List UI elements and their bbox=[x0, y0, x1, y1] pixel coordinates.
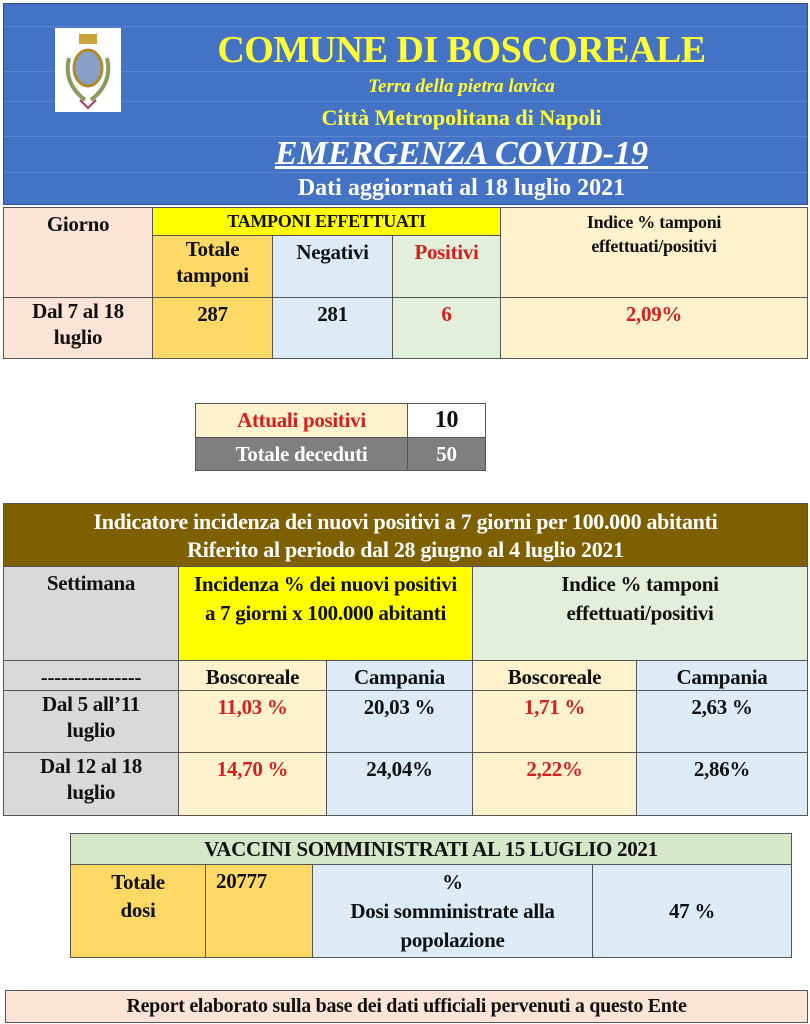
col-settimana-header: Settimana bbox=[3, 566, 179, 661]
tamponi-group-header: TAMPONI EFFETTUATI bbox=[152, 207, 501, 236]
week-1-boscoreale-incidenza: 11,03 % bbox=[178, 690, 327, 753]
updated-date: Dati aggiornati al 18 luglio 2021 bbox=[297, 175, 626, 201]
week-1-boscoreale-indice: 1,71 % bbox=[472, 690, 637, 753]
week-2-campania-indice: 2,86% bbox=[636, 752, 808, 816]
motto: Terra della pietra lavica bbox=[368, 76, 555, 97]
row-totale: 287 bbox=[152, 297, 273, 359]
week-1-campania-indice: 2,63 % bbox=[636, 690, 808, 753]
sub-boscoreale-indice: Boscoreale bbox=[472, 660, 637, 691]
vaccini-perc-value: 47 % bbox=[592, 864, 792, 958]
page-title: COMUNE DI BOSCOREALE bbox=[217, 29, 706, 71]
row-negativi: 281 bbox=[272, 297, 393, 359]
sub-campania-incidenza: Campania bbox=[326, 660, 473, 691]
emergency-title: EMERGENZA COVID-19 bbox=[60, 135, 810, 173]
attuali-positivi-value: 10 bbox=[407, 403, 486, 438]
col-incidenza-header: Incidenza % dei nuovi positivi a 7 giorn… bbox=[178, 566, 473, 661]
week-2-boscoreale-indice: 2,22% bbox=[472, 752, 637, 816]
footer-note: Report elaborato sulla base dei dati uff… bbox=[5, 990, 808, 1023]
row-positivi: 6 bbox=[392, 297, 501, 359]
coat-of-arms-logo bbox=[55, 28, 121, 112]
incidenza-title-line1: Indicatore incidenza dei nuovi positivi … bbox=[93, 509, 718, 534]
totale-deceduti-label: Totale deceduti bbox=[195, 437, 408, 471]
row-giorno: Dal 7 al 18 luglio bbox=[3, 297, 153, 359]
totale-deceduti-value: 50 bbox=[407, 437, 486, 471]
col-indice-header: Indice % tamponi effettuati/positivi bbox=[500, 207, 808, 298]
week-1-label: Dal 5 all’11 luglio bbox=[3, 690, 179, 753]
perc-description: Dosi somministrate alla popolazione bbox=[350, 899, 555, 952]
sub-dash: --------------- bbox=[3, 660, 179, 691]
vaccini-totale-label: Totale dosi bbox=[70, 864, 206, 958]
col-negativi-header: Negativi bbox=[272, 235, 393, 298]
week-2-label: Dal 12 al 18 luglio bbox=[3, 752, 179, 816]
week-2-campania-incidenza: 24,04% bbox=[326, 752, 473, 816]
vaccini-totale-value: 20777 bbox=[205, 864, 313, 958]
sub-campania-indice: Campania bbox=[636, 660, 808, 691]
week-1-campania-incidenza: 20,03 % bbox=[326, 690, 473, 753]
perc-symbol: % bbox=[442, 870, 463, 894]
emergency-text: EMERGENZA COVID-19 bbox=[274, 135, 649, 172]
vaccini-perc-label: % Dosi somministrate alla popolazione bbox=[312, 864, 593, 958]
col-positivi-header: Positivi bbox=[392, 235, 501, 298]
col-giorno-header: Giorno bbox=[3, 207, 153, 298]
col-totale-header: Totale tamponi bbox=[152, 235, 273, 298]
col-indice-header-2: Indice % tamponi effettuati/positivi bbox=[472, 566, 808, 661]
row-indice: 2,09% bbox=[500, 297, 808, 359]
vaccini-title: VACCINI SOMMINISTRATI AL 15 LUGLIO 2021 bbox=[70, 833, 792, 865]
incidenza-title-line2: Riferito al periodo dal 28 giugno al 4 l… bbox=[187, 537, 624, 562]
week-2-boscoreale-incidenza: 14,70 % bbox=[178, 752, 327, 816]
attuali-positivi-label: Attuali positivi bbox=[195, 403, 408, 438]
header-banner: COMUNE DI BOSCOREALE Terra della pietra … bbox=[3, 3, 808, 205]
incidenza-title: Indicatore incidenza dei nuovi positivi … bbox=[3, 503, 808, 567]
city-subtitle: Città Metropolitana di Napoli bbox=[321, 105, 602, 130]
sub-boscoreale-incidenza: Boscoreale bbox=[178, 660, 327, 691]
